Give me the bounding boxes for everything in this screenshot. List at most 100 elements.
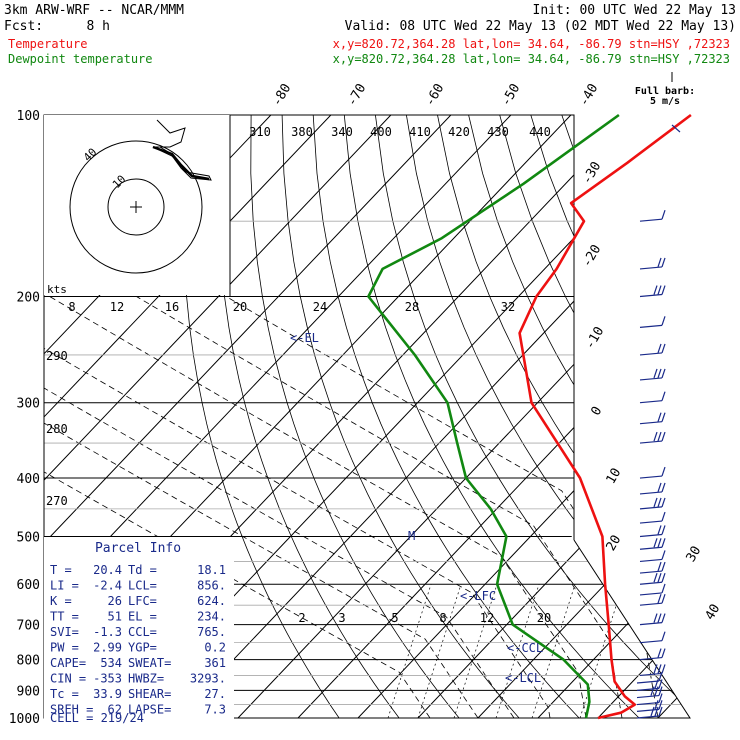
temperature-tick-label: -60 (423, 81, 448, 109)
dry-adiabat-line (468, 115, 690, 718)
temperature-line (518, 113, 692, 720)
mixing-ratio-label: 12 (480, 611, 494, 625)
temperature-tick-label: -80 (270, 81, 295, 109)
temperature-tick-label: -10 (583, 324, 608, 352)
theta-tick-label: 420 (448, 125, 470, 139)
mixing-ratio-line (579, 584, 624, 718)
parcel-info-cell: 20.4 (93, 563, 122, 577)
parcel-info-cell: SREH = (50, 703, 93, 717)
parcel-info-cell: 26 (108, 594, 122, 608)
wind-barb (639, 573, 666, 585)
parcel-info-cell: 856. (197, 579, 226, 593)
parcel-info-cell: CIN = (50, 672, 86, 686)
pressure-tick-label: 800 (17, 654, 40, 669)
wind-barb (639, 431, 666, 444)
parcel-info-panel: Parcel Info T = 20.4 Td = 18.1 LI = -2.4 LCL= 8… (44, 537, 234, 727)
theta-tick-label: 410 (409, 125, 431, 139)
hodograph-ring (107, 178, 165, 236)
parcel-info-cell: TT = (50, 610, 79, 624)
isotherm-line (44, 115, 512, 718)
parcel-info-title: Parcel Info (95, 541, 181, 556)
dry-adiabat-line (437, 115, 690, 718)
wind-barb (639, 466, 666, 479)
dry-adiabat-line (623, 115, 690, 718)
parcel-info-cell: SHEAR= (128, 687, 171, 701)
parcel-info-cell: CCL= (128, 625, 157, 639)
valid-time: Valid: 08 UTC Wed 22 May 13 (02 MDT Wed … (345, 19, 736, 34)
dry-adiabat-line (654, 115, 690, 718)
wind-barb (639, 538, 666, 550)
wind-barb (639, 631, 666, 644)
legend-dewpoint-info: x,y=820.72,364.28 lat,lon= 34.64, -86.79… (333, 52, 730, 66)
dry-adiabat-line (499, 115, 690, 718)
parcel-info-cell: Td = (128, 563, 157, 577)
parcel-info-cell: SWEAT= (128, 656, 171, 670)
wind-barb (636, 693, 663, 706)
parcel-info-cell: 33.9 (93, 687, 122, 701)
parcel-info-cell: 51 (108, 610, 122, 624)
wind-barb (639, 648, 666, 661)
wind-key-title: Full barb: (635, 86, 695, 97)
wind-barb (639, 497, 666, 510)
model-title: 3km ARW-WRF -- NCAR/MMM (4, 3, 184, 18)
wind-barb (636, 686, 663, 699)
dry-adiabat-line (717, 115, 740, 718)
hodograph-speed-label: 16 (165, 300, 179, 314)
isotherm-line (237, 115, 690, 718)
mixing-ratio-line (453, 584, 498, 718)
parcel-info-cell: SVI= (50, 625, 79, 639)
hodograph-speed-label: 8 (68, 300, 75, 314)
hodograph-ring (69, 140, 203, 274)
wind-barb (639, 593, 666, 606)
wind-barb (639, 583, 666, 596)
parcel-info-cell: -2.4 (93, 579, 122, 593)
level-annotation: <-LCL (505, 671, 541, 685)
mixing-ratio-line (495, 584, 540, 718)
wind-barb (639, 285, 666, 298)
isotherm-line (357, 115, 690, 718)
pressure-tick-label: 600 (17, 578, 40, 593)
wind-barb (639, 368, 666, 381)
pressure-tick-label: 100 (17, 109, 40, 124)
isotherm-line (177, 115, 690, 718)
temperature-tick-label: 20 (604, 533, 625, 554)
temperature-tick-label: 30 (684, 544, 705, 565)
parcel-info-cell: LFC= (128, 594, 157, 608)
parcel-info-cell: PW = (50, 641, 79, 655)
fcst-label: Fcst: (4, 19, 43, 34)
legend-temperature: Temperature (8, 37, 87, 51)
isotherm-line (537, 115, 690, 718)
mixing-ratio-label: 8 (439, 611, 446, 625)
theta-tick-label: 380 (291, 125, 313, 139)
theta-tick-label: 430 (487, 125, 509, 139)
level-annotation: <-LFC (460, 589, 496, 603)
parcel-info-cell: 534 (100, 656, 122, 670)
mixing-ratio-line (531, 584, 576, 718)
isotherm-line (657, 115, 690, 718)
pressure-tick-label: 500 (17, 530, 40, 545)
level-annotation: <-CCL (507, 641, 543, 655)
dry-adiabat-line (592, 115, 690, 718)
pressure-tick-label: 300 (17, 397, 40, 412)
parcel-info-cell: LCL= (128, 579, 157, 593)
parcel-info-cell: 2.99 (93, 641, 122, 655)
hodograph-units: kts (47, 283, 67, 296)
moist-adiabat-line (44, 296, 479, 718)
temperature-tick-label: -70 (345, 81, 370, 109)
parcel-info-cell: CAPE= (50, 656, 86, 670)
theta-tick-label: 400 (370, 125, 392, 139)
wind-barb (636, 671, 663, 684)
legend-dewpoint: Dewpoint temperature (8, 52, 153, 66)
parcel-info-cell: LAPSE= (128, 703, 171, 717)
temperature-tick-label: -40 (577, 81, 602, 109)
wind-barb (639, 343, 666, 356)
hodograph-speed-label: 24 (313, 300, 327, 314)
mixing-ratio-line (417, 584, 462, 718)
wind-key-units: 5 m/s (650, 96, 680, 107)
hodograph-speed-label: 28 (405, 300, 419, 314)
parcel-info-cell: T = (50, 563, 72, 577)
dry-adiabat-line (530, 115, 690, 718)
temperature-tick-label: 10 (604, 466, 625, 487)
